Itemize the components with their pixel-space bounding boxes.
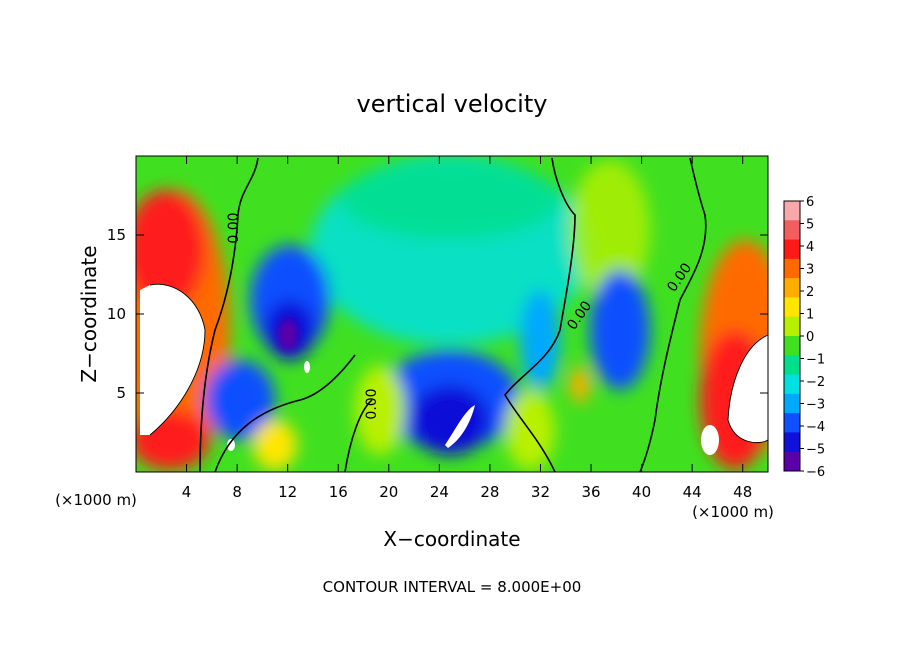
x-tick-label: 36 — [581, 483, 600, 501]
colorbar-segment — [784, 297, 800, 318]
x-tick-label: 24 — [430, 483, 449, 501]
x-tick-label: 4 — [182, 483, 192, 501]
colorbar-tick-label: 1 — [806, 308, 814, 323]
colorbar-tick-label: 6 — [806, 195, 814, 210]
colorbar-tick-label: −6 — [806, 465, 825, 480]
colorbar-tick-label: 5 — [806, 218, 814, 233]
colorbar-tick-label: 0 — [806, 330, 814, 345]
contour-interval-note: CONTOUR INTERVAL = 8.000E+00 — [323, 578, 582, 596]
y-tick-label: 10 — [107, 305, 126, 323]
x-axis-ticks: 4 8 12 16 20 24 28 32 36 40 44 48 — [182, 156, 752, 501]
colorbar-segment — [784, 239, 800, 260]
x-tick-label: 40 — [632, 483, 651, 501]
x-tick-label: 48 — [733, 483, 752, 501]
colorbar-tick-label: −2 — [806, 375, 825, 390]
x-tick-label: 20 — [379, 483, 398, 501]
colorbar-tick-label: 2 — [806, 285, 814, 300]
colorbar: 6 5 4 3 2 1 0 −1 −2 −3 −4 −5 −6 — [783, 195, 825, 480]
colorbar-segment — [784, 413, 800, 433]
contour-labels: 0.00 0.00 0.00 0.00 — [226, 212, 695, 419]
colorbar-tick-label: −1 — [806, 353, 825, 368]
y-axis-unit: (×1000 m) — [692, 503, 774, 521]
colorbar-segment — [784, 220, 800, 241]
colorbar-segment — [784, 393, 800, 414]
colorbar-tick-label: −5 — [806, 443, 825, 458]
chart-title: vertical velocity — [357, 90, 548, 118]
colorbar-segment — [784, 355, 800, 376]
colorbar-segment — [784, 432, 800, 453]
colorbar-segment — [784, 201, 800, 221]
x-tick-label: 28 — [480, 483, 499, 501]
x-tick-label: 8 — [232, 483, 242, 501]
x-tick-label: 16 — [329, 483, 348, 501]
colorbar-segment — [784, 316, 800, 337]
x-tick-label: 12 — [278, 483, 297, 501]
x-axis-label: X−coordinate — [383, 527, 520, 551]
contour-label: 0.00 — [226, 212, 242, 243]
x-axis-unit: (×1000 m) — [55, 491, 137, 509]
colorbar-segment — [784, 278, 800, 298]
y-axis-ticks: 5 10 15 — [107, 226, 768, 402]
heatmap-field — [136, 156, 768, 472]
contour-label: 0.00 — [364, 388, 380, 419]
colorbar-tick-label: −4 — [806, 420, 825, 435]
y-axis-label: Z−coordinate — [77, 245, 101, 382]
x-tick-label: 44 — [683, 483, 702, 501]
colorbar-segment — [784, 336, 800, 356]
colorbar-segment — [784, 451, 800, 472]
colorbar-tick-label: −3 — [806, 398, 825, 413]
y-tick-label: 5 — [116, 384, 126, 402]
y-tick-label: 15 — [107, 226, 126, 244]
colorbar-segment — [784, 374, 800, 395]
x-tick-label: 32 — [531, 483, 550, 501]
colorbar-tick-label: 4 — [806, 240, 814, 255]
colorbar-tick-label: 3 — [806, 263, 814, 278]
colorbar-segment — [784, 258, 800, 279]
